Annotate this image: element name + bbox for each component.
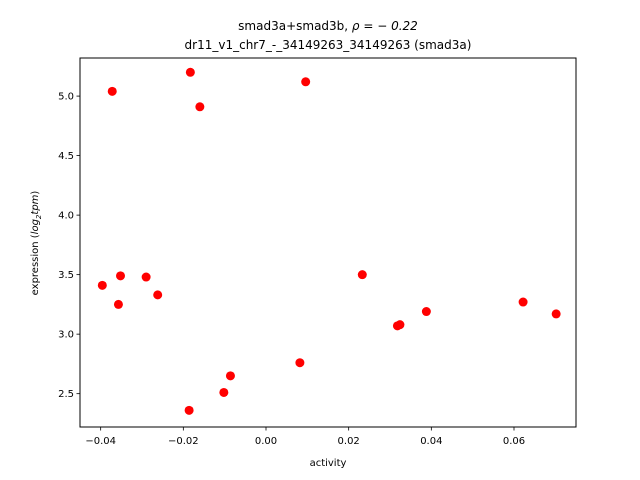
chart-title-rho: ρ = − 0.22: [352, 19, 418, 33]
ticks-layer: −0.04 −0.02 0.00 0.02 0.04 0.06 2.5 3.0 3.5 4.0 4.…: [58, 92, 525, 447]
x-tick-label: 0.02: [338, 436, 360, 447]
data-point: [113, 299, 123, 309]
y-tick-label: 4.0: [58, 211, 74, 222]
data-point: [301, 77, 311, 87]
y-axis-label-prefix: expression (: [30, 234, 41, 295]
data-point: [518, 297, 528, 307]
chart-title-line2: dr11_v1_chr7_-_34149263_34149263 (smad3a…: [185, 38, 472, 52]
x-axis-label: activity: [310, 458, 347, 469]
data-point: [357, 270, 367, 280]
data-point: [395, 320, 405, 330]
y-axis-label-tpm: tpm: [30, 194, 41, 214]
data-point: [97, 280, 107, 290]
chart-title-line1: smad3a+smad3b, ρ = − 0.22: [238, 19, 418, 33]
x-tick-label: −0.04: [85, 436, 116, 447]
x-tick-label: −0.02: [168, 436, 199, 447]
data-point: [225, 371, 235, 381]
data-point: [551, 309, 561, 319]
data-point: [184, 405, 194, 415]
y-tick-label: 2.5: [58, 389, 74, 400]
plot-area-frame: [79, 57, 577, 428]
data-point: [141, 272, 151, 282]
x-tick-label: 0.04: [420, 436, 442, 447]
y-tick-label: 3.5: [58, 270, 74, 281]
y-tick-label: 5.0: [58, 92, 74, 103]
data-point: [219, 387, 229, 397]
points-layer: [97, 67, 561, 415]
data-point: [421, 307, 431, 317]
y-tick-label: 4.5: [58, 151, 74, 162]
y-axis-label-log: log: [30, 219, 41, 234]
data-point: [295, 358, 305, 368]
x-tick-label: 0.06: [503, 436, 525, 447]
y-axis-label-sub: 2: [35, 214, 43, 219]
data-point: [185, 67, 195, 77]
data-point: [153, 290, 163, 300]
data-point: [195, 102, 205, 112]
chart-title-prefix: smad3a+smad3b,: [238, 19, 352, 33]
data-point: [116, 271, 126, 281]
y-axis-label-suffix: ): [30, 191, 41, 195]
y-tick-label: 3.0: [58, 330, 74, 341]
data-point: [107, 86, 117, 96]
x-tick-label: 0.00: [255, 436, 277, 447]
y-axis-label: expression (log2tpm): [30, 191, 43, 296]
